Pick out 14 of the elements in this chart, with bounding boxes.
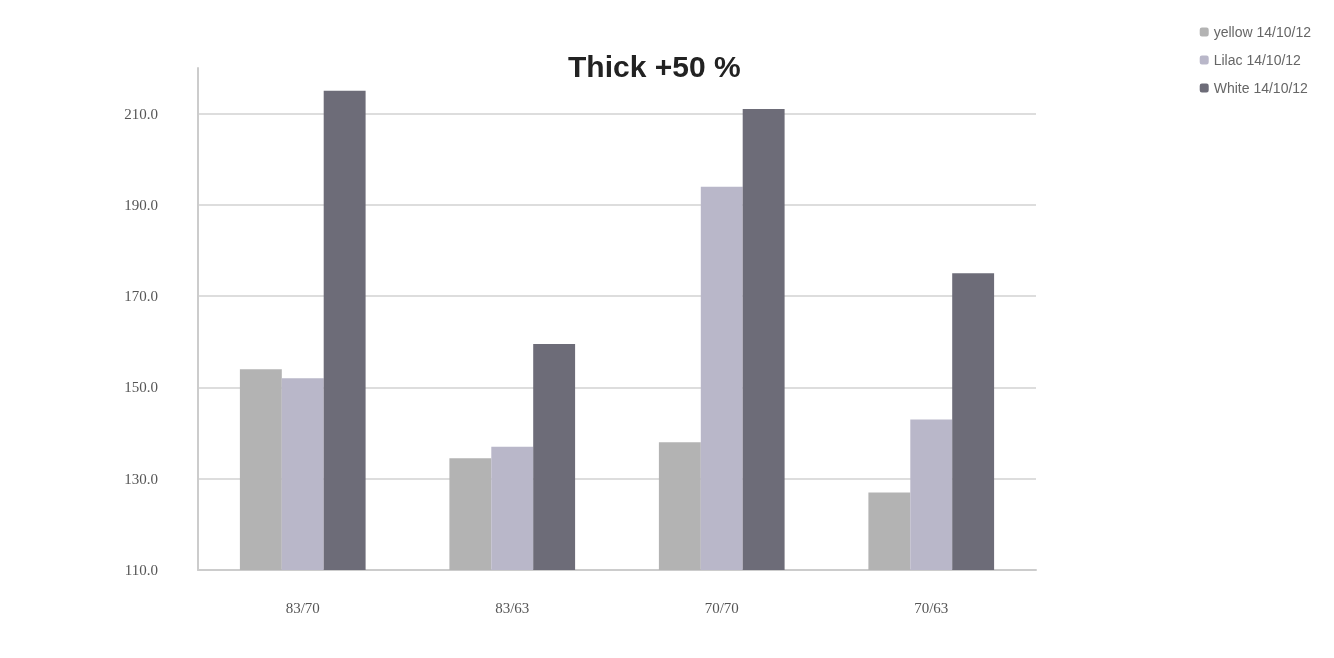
legend-label: White 14/10/12	[1213, 80, 1309, 96]
y-tick-label: 170.0	[124, 288, 158, 305]
x-tick-label: 83/63	[495, 599, 530, 616]
y-tick-label: 190.0	[124, 196, 158, 213]
y-tick-label: 210.0	[124, 105, 158, 122]
y-tick-label: 130.0	[124, 470, 158, 487]
x-tick-label: 70/63	[914, 599, 949, 616]
x-tick-label: 83/70	[285, 599, 320, 616]
y-tick-label: 110.0	[124, 562, 158, 578]
legend-label: yellow 14/10/12	[1213, 24, 1312, 40]
y-tick-label: 150.0	[124, 379, 158, 396]
chart-title: Thick +50 %	[568, 49, 741, 83]
x-tick-label: 70/70	[704, 599, 739, 616]
legend-label: Lilac 14/10/12	[1213, 52, 1302, 68]
